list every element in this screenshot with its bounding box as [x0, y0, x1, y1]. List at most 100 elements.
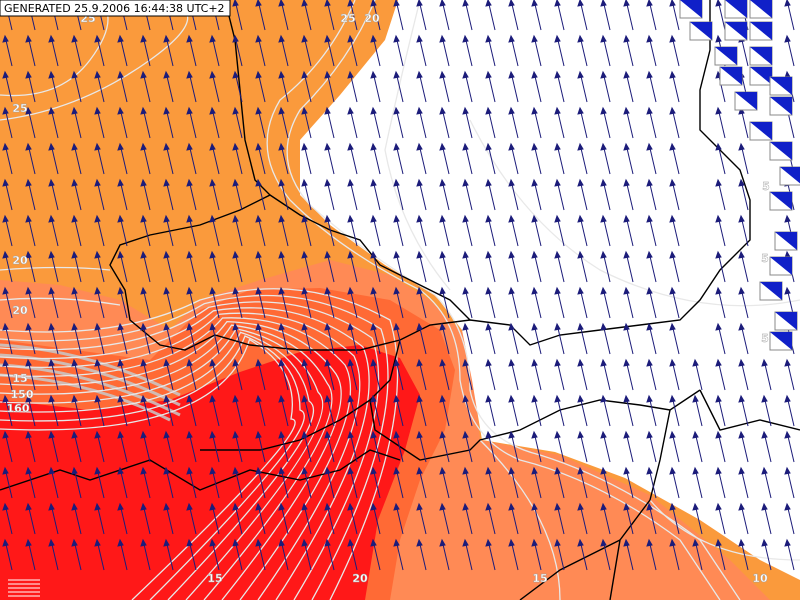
arrow-head	[669, 430, 676, 439]
arrow-head	[623, 0, 630, 7]
flag	[775, 232, 797, 250]
arrow-head	[25, 502, 32, 511]
arrow-head	[623, 70, 630, 79]
arrow-head	[2, 286, 9, 295]
arrow-head	[462, 322, 469, 331]
contour-line	[0, 294, 389, 600]
arrow-head	[186, 142, 193, 151]
arrow-head	[209, 466, 216, 475]
arrow-head	[623, 358, 630, 367]
arrow-head	[324, 430, 331, 439]
arrow-head	[232, 430, 239, 439]
arrow-head	[577, 34, 584, 43]
arrow-head	[25, 142, 32, 151]
arrow-head	[439, 502, 446, 511]
arrow-head	[117, 70, 124, 79]
arrow-head	[25, 466, 32, 475]
contour-line	[0, 317, 352, 600]
flag	[750, 47, 772, 65]
arrow-head	[347, 394, 354, 403]
arrow-head	[485, 70, 492, 79]
arrow-head	[669, 34, 676, 43]
contour-label: 15	[12, 372, 27, 385]
arrow-head	[71, 142, 78, 151]
arrow-head	[738, 430, 745, 439]
arrow-head	[577, 250, 584, 259]
arrow-head	[117, 178, 124, 187]
arrow-head	[209, 34, 216, 43]
arrow-head	[48, 538, 55, 547]
arrow-head	[623, 178, 630, 187]
flag	[780, 167, 800, 184]
arrow-head	[508, 430, 515, 439]
arrow-head	[48, 502, 55, 511]
arrow-head	[232, 142, 239, 151]
arrow-head	[94, 466, 101, 475]
arrow-head	[25, 322, 32, 331]
arrow-head	[416, 250, 423, 259]
hatched-zone	[0, 343, 181, 422]
arrow-head	[669, 0, 676, 7]
arrow-head	[94, 538, 101, 547]
arrow-head	[255, 70, 262, 79]
arrow-head	[117, 538, 124, 547]
arrow-head	[485, 394, 492, 403]
arrow-head	[2, 538, 9, 547]
arrow-head	[554, 394, 561, 403]
arrow-head	[669, 70, 676, 79]
arrow-head	[692, 430, 699, 439]
arrow-head	[393, 322, 400, 331]
arrow-head	[301, 178, 308, 187]
arrow-head	[485, 142, 492, 151]
arrow-head	[416, 34, 423, 43]
arrow-head	[324, 394, 331, 403]
arrow-head	[784, 0, 791, 7]
arrow-head	[71, 430, 78, 439]
arrow-head	[186, 34, 193, 43]
arrow-head	[715, 322, 722, 331]
arrow-head	[715, 286, 722, 295]
arrow-head	[715, 0, 722, 7]
arrow-head	[531, 106, 538, 115]
contour-label: 150	[11, 388, 34, 401]
arrow-head	[577, 106, 584, 115]
contour-label: 160	[7, 402, 30, 415]
arrow-head	[255, 142, 262, 151]
arrow-head	[94, 358, 101, 367]
flag	[770, 77, 792, 95]
arrow-head	[600, 250, 607, 259]
arrow-head	[186, 322, 193, 331]
arrow-head	[508, 70, 515, 79]
arrow-head	[255, 0, 262, 7]
arrow-head	[163, 358, 170, 367]
contour-label: 20	[12, 254, 28, 267]
arrow-head	[761, 502, 768, 511]
arrow-head	[692, 394, 699, 403]
arrow-head	[117, 142, 124, 151]
flag	[720, 67, 742, 85]
arrow-head	[692, 358, 699, 367]
arrow-head	[462, 142, 469, 151]
arrow-head	[209, 430, 216, 439]
arrow-head	[600, 430, 607, 439]
arrow-head	[531, 178, 538, 187]
arrow-head	[347, 430, 354, 439]
arrow-head	[485, 358, 492, 367]
arrow-head	[117, 466, 124, 475]
arrow-head	[370, 142, 377, 151]
arrow-head	[163, 250, 170, 259]
arrow-head	[255, 358, 262, 367]
arrow-head	[209, 502, 216, 511]
arrow-head	[370, 34, 377, 43]
arrow-head	[416, 286, 423, 295]
arrow-head	[301, 0, 308, 7]
arrow-head	[71, 178, 78, 187]
arrow-head	[163, 394, 170, 403]
arrow-head	[508, 538, 515, 547]
arrow-head	[531, 502, 538, 511]
arrow-head	[278, 142, 285, 151]
arrow-head	[784, 286, 791, 295]
arrow-head	[140, 106, 147, 115]
arrow-head	[25, 214, 32, 223]
arrow-head	[232, 106, 239, 115]
